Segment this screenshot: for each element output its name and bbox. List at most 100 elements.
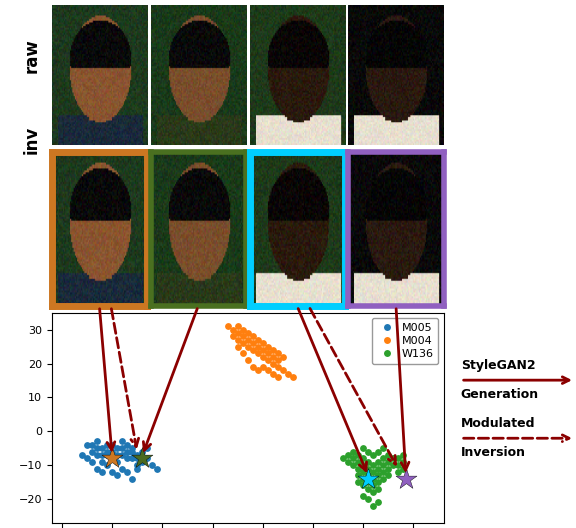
Point bbox=[127, 475, 137, 483]
Point bbox=[108, 447, 117, 456]
Point bbox=[238, 339, 247, 347]
Point bbox=[97, 458, 107, 466]
Point bbox=[384, 464, 393, 473]
Point bbox=[118, 437, 127, 446]
Text: raw: raw bbox=[22, 38, 41, 73]
Point bbox=[132, 464, 142, 473]
Point bbox=[127, 444, 137, 452]
Point bbox=[238, 349, 247, 357]
Point bbox=[369, 461, 378, 469]
Point bbox=[348, 461, 358, 469]
Point bbox=[92, 464, 101, 473]
Point bbox=[147, 461, 157, 469]
Point bbox=[288, 373, 297, 381]
Text: Generation: Generation bbox=[461, 388, 539, 401]
Point bbox=[82, 440, 92, 449]
Point bbox=[103, 447, 112, 456]
Point bbox=[363, 464, 373, 473]
Point bbox=[88, 458, 97, 466]
Point bbox=[374, 447, 383, 456]
Point bbox=[399, 464, 408, 473]
Point bbox=[243, 336, 252, 344]
Point bbox=[369, 475, 378, 483]
Point bbox=[278, 353, 287, 361]
Point bbox=[103, 451, 112, 459]
Point bbox=[363, 485, 373, 493]
Point bbox=[253, 336, 262, 344]
Point bbox=[369, 502, 378, 510]
Point bbox=[354, 478, 363, 486]
Point bbox=[118, 464, 127, 473]
Point bbox=[354, 451, 363, 459]
Point bbox=[263, 356, 272, 364]
Point bbox=[253, 349, 262, 357]
Point bbox=[88, 447, 97, 456]
Point bbox=[258, 346, 267, 354]
Point bbox=[248, 339, 257, 347]
Point bbox=[384, 458, 393, 466]
Point bbox=[384, 471, 393, 479]
Point bbox=[243, 329, 252, 337]
Point bbox=[359, 481, 368, 489]
Point bbox=[389, 461, 398, 469]
Point bbox=[88, 440, 97, 449]
Text: Modulated: Modulated bbox=[461, 417, 535, 430]
Point bbox=[359, 454, 368, 463]
Point bbox=[97, 468, 107, 476]
Point bbox=[258, 339, 267, 347]
Point bbox=[228, 325, 237, 334]
Point bbox=[283, 370, 293, 378]
Point bbox=[97, 451, 107, 459]
Point bbox=[243, 342, 252, 351]
Point bbox=[238, 325, 247, 334]
Point bbox=[92, 444, 101, 452]
Point bbox=[273, 373, 282, 381]
Point bbox=[268, 353, 278, 361]
Point bbox=[123, 454, 132, 463]
Point bbox=[127, 454, 137, 463]
Point bbox=[238, 332, 247, 341]
Point bbox=[359, 468, 368, 476]
Point bbox=[118, 444, 127, 452]
Point bbox=[363, 478, 373, 486]
Point bbox=[233, 322, 242, 331]
Point bbox=[233, 329, 242, 337]
Point bbox=[374, 498, 383, 507]
Point bbox=[369, 481, 378, 489]
Point bbox=[374, 458, 383, 466]
Point bbox=[263, 366, 272, 374]
Point bbox=[127, 447, 137, 456]
Point bbox=[363, 471, 373, 479]
Point bbox=[82, 454, 92, 463]
Point bbox=[273, 349, 282, 357]
Point bbox=[268, 370, 278, 378]
Point bbox=[359, 444, 368, 452]
Point bbox=[143, 444, 152, 452]
Legend: M005, M004, W136: M005, M004, W136 bbox=[372, 318, 438, 364]
Point bbox=[258, 363, 267, 371]
Point bbox=[248, 346, 257, 354]
Point bbox=[253, 342, 262, 351]
Point bbox=[233, 336, 242, 344]
Point bbox=[354, 458, 363, 466]
Text: Inversion: Inversion bbox=[461, 446, 526, 459]
Point bbox=[123, 440, 132, 449]
Point bbox=[378, 454, 388, 463]
Point bbox=[77, 451, 86, 459]
Text: inv: inv bbox=[22, 126, 41, 154]
Point bbox=[228, 332, 237, 341]
Point bbox=[394, 468, 403, 476]
Point bbox=[138, 458, 147, 466]
Point bbox=[378, 444, 388, 452]
Point bbox=[363, 475, 373, 483]
Point bbox=[108, 468, 117, 476]
Point bbox=[378, 461, 388, 469]
Point bbox=[268, 346, 278, 354]
Point bbox=[92, 451, 101, 459]
Point bbox=[378, 475, 388, 483]
Point bbox=[112, 458, 122, 466]
Point bbox=[248, 363, 257, 371]
Point bbox=[374, 471, 383, 479]
Point bbox=[374, 485, 383, 493]
Point bbox=[399, 458, 408, 466]
